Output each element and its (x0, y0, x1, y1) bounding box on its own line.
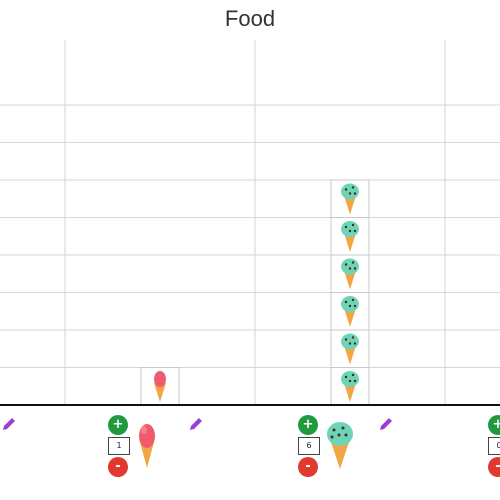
chart-bar-unit (330, 179, 370, 218)
count-field[interactable]: 0 (488, 437, 500, 455)
chart-title: Food (224, 6, 276, 31)
chart-bar-unit (330, 367, 370, 406)
increment-button[interactable]: + (298, 415, 318, 435)
edit-pencil-icon[interactable] (0, 415, 18, 433)
chart-bar-unit (140, 367, 180, 406)
chart-bar-unit (330, 329, 370, 368)
chart-bar-unit (330, 292, 370, 331)
increment-button[interactable]: + (488, 415, 500, 435)
increment-button[interactable]: + (108, 415, 128, 435)
count-field[interactable]: 6 (298, 437, 320, 455)
decrement-button[interactable]: - (488, 457, 500, 477)
decrement-button[interactable]: - (298, 457, 318, 477)
chart-bar-unit (330, 217, 370, 256)
strawberry-ice-cream-icon (139, 424, 155, 468)
decrement-button[interactable]: - (108, 457, 128, 477)
mint-ice-cream-icon (327, 422, 353, 469)
count-field[interactable]: 1 (108, 437, 130, 455)
edit-pencil-icon[interactable] (187, 415, 205, 433)
chart-bar-unit (330, 254, 370, 293)
edit-pencil-icon[interactable] (377, 415, 395, 433)
